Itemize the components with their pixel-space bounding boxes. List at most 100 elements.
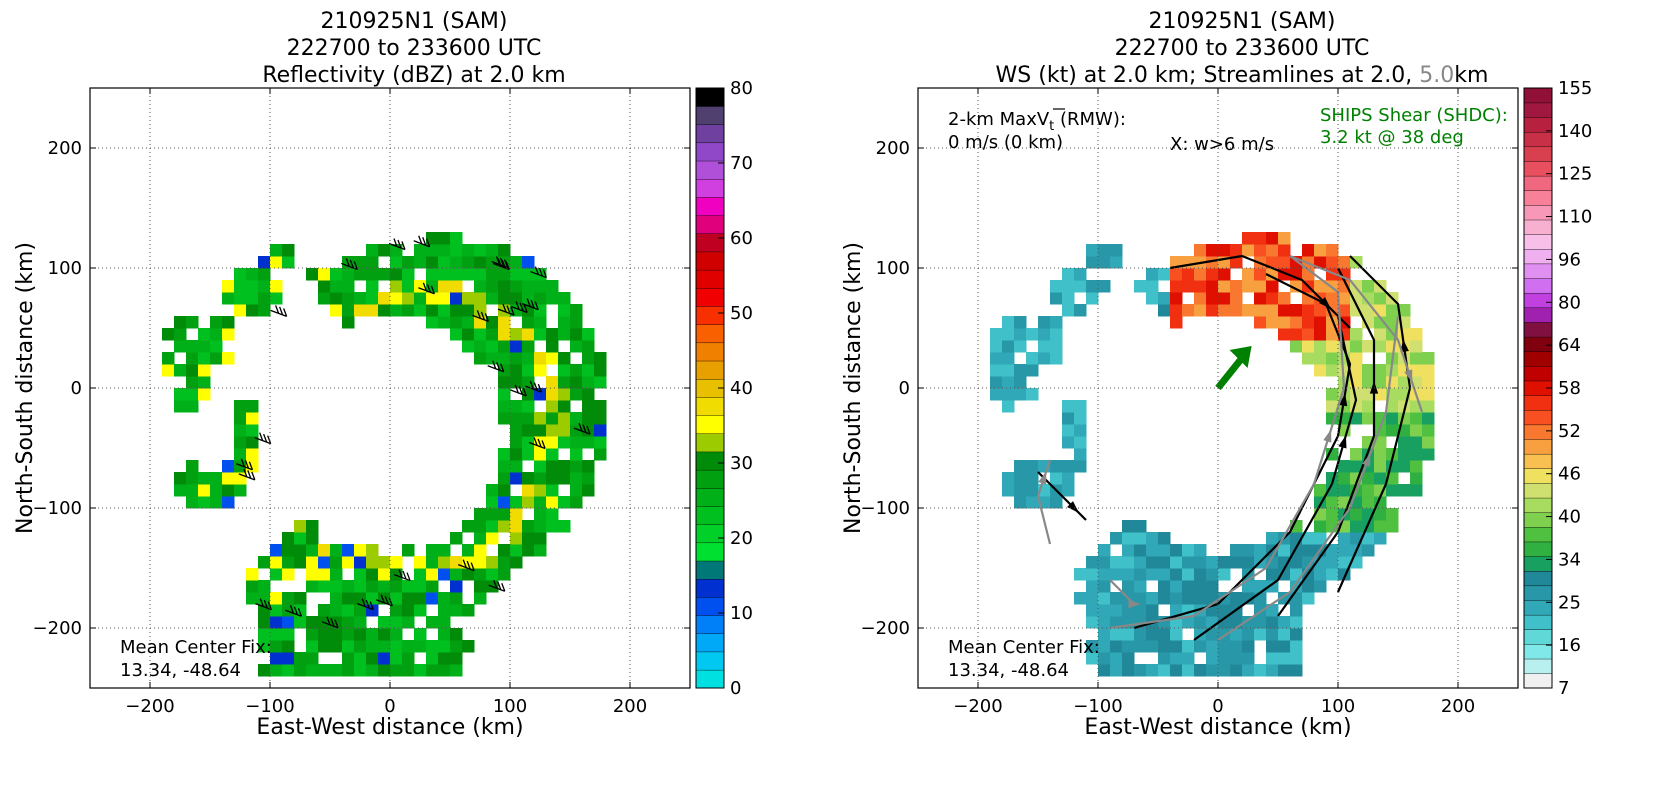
data-cell [402, 292, 415, 305]
data-cell [1146, 628, 1159, 641]
data-cell [462, 304, 475, 317]
data-cell [438, 604, 451, 617]
data-cell [570, 304, 583, 317]
data-cell [306, 580, 319, 593]
data-cell [426, 268, 439, 281]
data-cell [486, 316, 499, 329]
data-cell [426, 556, 439, 569]
colorbar-tick-label: 96 [1558, 249, 1581, 270]
data-cell [1074, 568, 1087, 581]
data-cell [174, 340, 187, 353]
data-cell [1230, 304, 1243, 317]
data-cell [330, 544, 343, 557]
data-cell [1206, 268, 1219, 281]
data-cell [1242, 652, 1255, 665]
data-cell [1134, 592, 1147, 605]
data-cell [450, 292, 463, 305]
data-cell [1086, 640, 1099, 653]
data-cell [546, 424, 559, 437]
data-cell [1206, 580, 1219, 593]
data-cell [570, 448, 583, 461]
data-cell [1386, 448, 1399, 461]
data-cell [582, 436, 595, 449]
grid [90, 88, 690, 688]
data-cell [1014, 472, 1027, 485]
data-cell [1170, 664, 1183, 677]
colorbar-tick-label: 0 [730, 678, 741, 699]
data-cell [306, 616, 319, 629]
center-fix-label: Mean Center Fix: [120, 637, 272, 658]
data-cell [1278, 292, 1291, 305]
data-cell [438, 544, 451, 557]
data-cell [390, 256, 403, 269]
data-cell [1386, 412, 1399, 425]
colorbar-swatch [1523, 175, 1553, 191]
reflectivity-field [162, 232, 607, 677]
data-cell [1266, 628, 1279, 641]
data-cell [1398, 448, 1411, 461]
data-cell [174, 400, 187, 413]
data-cell [522, 532, 535, 545]
data-cell [1278, 328, 1291, 341]
data-cell [1410, 352, 1423, 365]
colorbar [695, 87, 725, 689]
data-cell [414, 592, 427, 605]
data-cell [402, 604, 415, 617]
colorbar-swatch [1523, 87, 1553, 104]
data-cell [366, 280, 379, 293]
data-cell [1254, 232, 1267, 245]
data-cell [402, 664, 415, 677]
wind-barb [472, 310, 489, 323]
data-cell [1218, 556, 1231, 569]
data-cell [1170, 292, 1183, 305]
x-tick-label: 200 [613, 696, 647, 717]
data-cell [414, 256, 427, 269]
data-cell [1290, 664, 1303, 677]
data-cell [1062, 292, 1075, 305]
data-cell [282, 244, 295, 257]
data-cell [1362, 340, 1375, 353]
data-cell [270, 664, 283, 677]
data-cell [234, 304, 247, 317]
data-cell [1338, 472, 1351, 485]
data-cell [498, 484, 511, 497]
data-cell [222, 352, 235, 365]
data-cell [1314, 280, 1327, 293]
x-axis-label: East-West distance (km) [1084, 715, 1351, 740]
data-cell [1314, 340, 1327, 353]
data-cell [354, 592, 367, 605]
wind-barb [393, 569, 411, 582]
data-cell [1110, 604, 1123, 617]
data-cell [426, 304, 439, 317]
data-cell [414, 292, 427, 305]
data-cell [534, 520, 547, 533]
data-cell [1134, 280, 1147, 293]
data-cell [450, 328, 463, 341]
data-cell [1254, 544, 1267, 557]
data-cell [510, 460, 523, 473]
data-cell [450, 232, 463, 245]
y-tick-label: −100 [33, 498, 82, 519]
data-cell [306, 532, 319, 545]
data-cell [1062, 484, 1075, 497]
data-cell [342, 664, 355, 677]
wind-barb [255, 598, 272, 611]
data-cell [258, 628, 271, 641]
data-cell [498, 448, 511, 461]
data-cell [222, 292, 235, 305]
data-cell [1182, 568, 1195, 581]
data-cell [1410, 448, 1423, 461]
data-cell [546, 496, 559, 509]
streamline-arrow [1362, 453, 1371, 467]
data-cell [570, 436, 583, 449]
data-cell [1158, 640, 1171, 653]
data-cell [1146, 532, 1159, 545]
colorbar-swatch [1523, 658, 1553, 674]
title-km-unit: km [1454, 63, 1489, 88]
data-cell [498, 376, 511, 389]
data-cell [246, 448, 259, 461]
wind-barb [388, 238, 406, 251]
data-cell [330, 640, 343, 653]
data-cell [222, 460, 235, 473]
colorbar-swatch [1523, 541, 1553, 557]
